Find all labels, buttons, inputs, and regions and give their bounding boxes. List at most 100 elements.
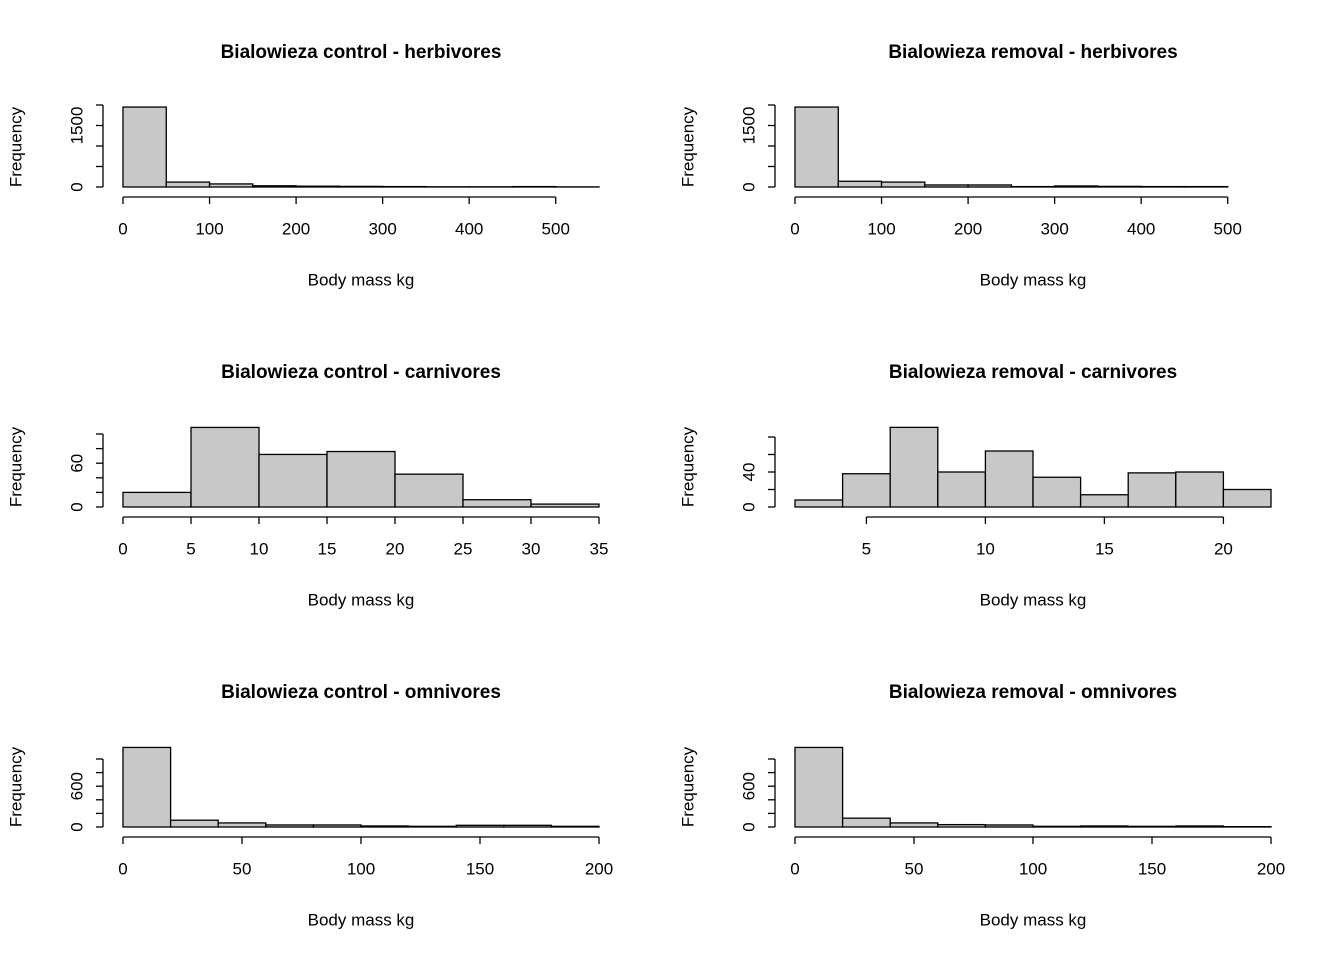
y-tick-label: 0 xyxy=(67,502,86,511)
x-tick-label: 500 xyxy=(1214,219,1242,238)
bar xyxy=(1127,472,1177,508)
bar xyxy=(122,106,167,188)
x-tick-label: 500 xyxy=(542,219,570,238)
x-axis-label: Body mass kg xyxy=(980,270,1087,289)
x-axis-label: Body mass kg xyxy=(308,590,415,609)
bar xyxy=(967,184,1013,188)
x-tick-label: 5 xyxy=(186,539,195,558)
x-tick-label: 400 xyxy=(1127,219,1155,238)
bar xyxy=(455,824,505,828)
bar xyxy=(937,471,987,508)
x-tick-label: 50 xyxy=(233,859,252,878)
x-tick-label: 35 xyxy=(590,539,609,558)
x-tick-label: 150 xyxy=(1138,859,1166,878)
bar xyxy=(1097,185,1142,188)
bar xyxy=(295,185,341,188)
bar xyxy=(984,824,1034,828)
bar xyxy=(1032,476,1082,508)
bar xyxy=(837,180,883,188)
x-tick-label: 10 xyxy=(250,539,269,558)
bar xyxy=(122,746,172,828)
bar xyxy=(208,183,254,188)
x-tick-label: 30 xyxy=(522,539,541,558)
y-tick-label: 0 xyxy=(739,182,758,191)
x-axis-label: Body mass kg xyxy=(308,270,415,289)
y-tick-label: 0 xyxy=(67,182,86,191)
x-tick-label: 50 xyxy=(905,859,924,878)
bar xyxy=(252,185,297,188)
x-tick-label: 100 xyxy=(347,859,375,878)
x-tick-label: 0 xyxy=(118,219,127,238)
x-tick-label: 5 xyxy=(862,539,871,558)
bar xyxy=(794,746,844,828)
bar xyxy=(880,181,926,188)
x-tick-label: 0 xyxy=(790,859,799,878)
bar xyxy=(1222,488,1272,508)
bar xyxy=(841,817,891,828)
bar xyxy=(312,824,362,828)
bar xyxy=(1175,825,1225,828)
bar xyxy=(338,185,384,188)
x-tick-label: 100 xyxy=(195,219,223,238)
y-tick-label: 0 xyxy=(739,822,758,831)
bar xyxy=(258,453,328,508)
y-axis-label: Frequency xyxy=(6,426,25,507)
x-axis-label: Body mass kg xyxy=(980,590,1087,609)
y-axis-label: Frequency xyxy=(6,746,25,827)
x-tick-label: 20 xyxy=(1214,539,1233,558)
x-tick-label: 100 xyxy=(1019,859,1047,878)
y-tick-label: 0 xyxy=(67,822,86,831)
y-axis-label: Frequency xyxy=(6,106,25,187)
bar xyxy=(794,499,844,508)
bar xyxy=(394,473,464,508)
x-tick-label: 15 xyxy=(318,539,337,558)
x-axis-label: Body mass kg xyxy=(980,910,1087,929)
y-tick-label: 600 xyxy=(739,772,758,800)
chart-title: Bialowieza removal - carnivores xyxy=(889,362,1177,383)
bar xyxy=(984,450,1034,508)
x-tick-label: 400 xyxy=(455,219,483,238)
x-tick-label: 100 xyxy=(867,219,895,238)
bar xyxy=(360,825,410,828)
bar xyxy=(937,823,987,828)
x-tick-label: 10 xyxy=(976,539,995,558)
x-tick-label: 200 xyxy=(585,859,613,878)
bar xyxy=(122,491,192,508)
bar xyxy=(190,426,260,508)
x-tick-label: 0 xyxy=(118,859,127,878)
bar xyxy=(462,499,532,508)
chart-title: Bialowieza control - carnivores xyxy=(221,362,501,383)
y-tick-label: 600 xyxy=(67,772,86,800)
bar xyxy=(550,825,600,828)
x-tick-label: 20 xyxy=(386,539,405,558)
chart-title: Bialowieza control - herbivores xyxy=(221,42,502,63)
bar xyxy=(1032,825,1082,828)
x-tick-label: 25 xyxy=(454,539,473,558)
chart-title: Bialowieza control - omnivores xyxy=(221,682,501,703)
x-tick-label: 0 xyxy=(118,539,127,558)
y-axis-label: Frequency xyxy=(678,106,697,187)
x-tick-label: 15 xyxy=(1095,539,1114,558)
x-tick-label: 200 xyxy=(282,219,310,238)
y-axis-label: Frequency xyxy=(678,746,697,827)
x-tick-label: 200 xyxy=(954,219,982,238)
bar xyxy=(841,473,891,508)
y-tick-label: 0 xyxy=(739,502,758,511)
bar xyxy=(1127,825,1177,828)
x-axis-label: Body mass kg xyxy=(308,910,415,929)
bar xyxy=(530,503,600,508)
y-axis-label: Frequency xyxy=(678,426,697,507)
chart-title: Bialowieza removal - omnivores xyxy=(889,682,1177,703)
x-tick-label: 300 xyxy=(1040,219,1068,238)
bar xyxy=(217,822,267,828)
bar xyxy=(326,450,396,508)
y-tick-label: 1500 xyxy=(67,107,86,145)
bar xyxy=(169,819,219,828)
bar xyxy=(794,106,839,188)
y-tick-label: 1500 xyxy=(739,107,758,145)
bar xyxy=(889,426,939,508)
y-tick-label: 60 xyxy=(67,454,86,473)
chart-title: Bialowieza removal - herbivores xyxy=(888,42,1177,63)
x-tick-label: 200 xyxy=(1257,859,1285,878)
